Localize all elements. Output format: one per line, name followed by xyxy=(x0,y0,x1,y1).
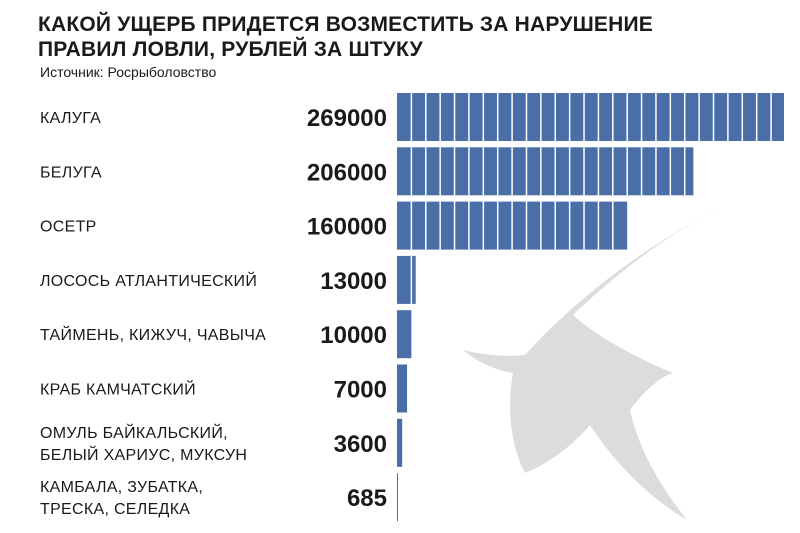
category-label: ОСЕТР xyxy=(40,219,97,236)
value-label: 685 xyxy=(347,485,387,512)
chart-title-line-2: ПРАВИЛ ЛОВЛИ, РУБЛЕЙ ЗА ШТУКУ xyxy=(38,38,423,61)
value-label: 269000 xyxy=(307,105,387,132)
bar xyxy=(397,255,416,304)
category-label: ТАЙМЕНЬ, КИЖУЧ, ЧАВЫЧА xyxy=(40,325,266,344)
bar xyxy=(397,93,784,141)
chart-title-line-1: КАКОЙ УЩЕРБ ПРИДЕТСЯ ВОЗМЕСТИТЬ ЗА НАРУШ… xyxy=(38,13,653,36)
bar xyxy=(397,418,403,467)
category-label: КРАБ КАМЧАТСКИЙ xyxy=(40,380,196,399)
value-label: 206000 xyxy=(307,159,387,186)
value-label: 7000 xyxy=(334,377,387,404)
category-label-line: ОМУЛЬ БАЙКАЛЬСКИЙ, xyxy=(40,423,228,442)
chart-title: КАКОЙ УЩЕРБ ПРИДЕТСЯ ВОЗМЕСТИТЬ ЗА НАРУШ… xyxy=(38,12,778,62)
bar xyxy=(397,310,412,359)
category-label: КАМБАЛА, ЗУБАТКА, ТРЕСКА, СЕЛЕДКА xyxy=(40,479,203,518)
bar xyxy=(397,147,694,196)
fish-silhouette-shape xyxy=(463,207,723,520)
category-label-line: ТРЕСКА, СЕЛЕДКА xyxy=(40,501,190,518)
category-label: КАЛУГА xyxy=(40,110,101,127)
category-label-line: БЕЛЫЙ ХАРИУС, МУКСУН xyxy=(40,445,247,464)
chart-source: Источник: Росрыболовство xyxy=(40,64,217,80)
bar xyxy=(397,473,398,522)
fish-silhouette-icon xyxy=(463,207,723,520)
category-label: БЕЛУГА xyxy=(40,164,102,181)
value-label: 3600 xyxy=(334,431,387,458)
value-label: 160000 xyxy=(307,214,387,241)
category-label: ЛОСОСЬ АТЛАНТИЧЕСКИЙ xyxy=(40,271,257,290)
value-label: 13000 xyxy=(320,268,387,295)
value-label: 10000 xyxy=(320,322,387,349)
category-label: ОМУЛЬ БАЙКАЛЬСКИЙ, БЕЛЫЙ ХАРИУС, МУКСУН xyxy=(40,423,247,464)
bar xyxy=(397,364,408,413)
category-label-line: КАМБАЛА, ЗУБАТКА, xyxy=(40,479,203,496)
